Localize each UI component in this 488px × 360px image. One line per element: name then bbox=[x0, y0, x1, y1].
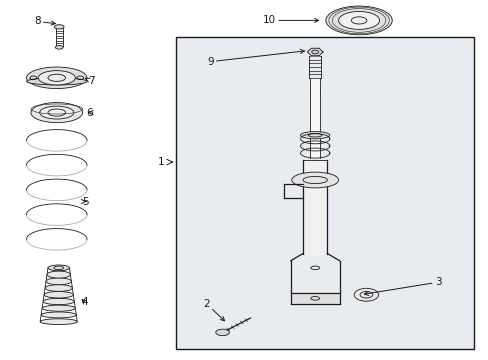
Ellipse shape bbox=[26, 67, 87, 89]
Ellipse shape bbox=[38, 71, 75, 85]
Ellipse shape bbox=[55, 45, 63, 49]
Text: 5: 5 bbox=[81, 197, 89, 207]
Ellipse shape bbox=[40, 106, 74, 119]
Ellipse shape bbox=[353, 288, 378, 301]
Ellipse shape bbox=[300, 132, 329, 139]
Ellipse shape bbox=[31, 103, 82, 123]
Ellipse shape bbox=[291, 172, 338, 188]
Ellipse shape bbox=[47, 271, 70, 278]
Polygon shape bbox=[290, 293, 339, 304]
Ellipse shape bbox=[40, 319, 77, 324]
Ellipse shape bbox=[215, 329, 229, 336]
Text: 4: 4 bbox=[81, 297, 87, 307]
Bar bbox=[176, 37, 473, 348]
Ellipse shape bbox=[338, 12, 379, 30]
Ellipse shape bbox=[54, 25, 64, 29]
Ellipse shape bbox=[26, 78, 87, 85]
Text: 1: 1 bbox=[157, 157, 163, 167]
Ellipse shape bbox=[42, 305, 75, 311]
Ellipse shape bbox=[41, 312, 76, 318]
Text: 2: 2 bbox=[203, 299, 224, 321]
Text: 8: 8 bbox=[34, 17, 55, 27]
Text: 6: 6 bbox=[86, 108, 93, 118]
Text: 10: 10 bbox=[263, 15, 318, 26]
Text: 3: 3 bbox=[364, 277, 440, 296]
Polygon shape bbox=[307, 48, 323, 56]
Ellipse shape bbox=[43, 298, 74, 305]
Ellipse shape bbox=[45, 285, 72, 291]
Text: 9: 9 bbox=[207, 49, 304, 67]
Ellipse shape bbox=[46, 278, 71, 285]
Ellipse shape bbox=[44, 292, 73, 298]
Ellipse shape bbox=[325, 6, 391, 35]
Ellipse shape bbox=[48, 265, 69, 271]
Text: 7: 7 bbox=[85, 76, 95, 86]
